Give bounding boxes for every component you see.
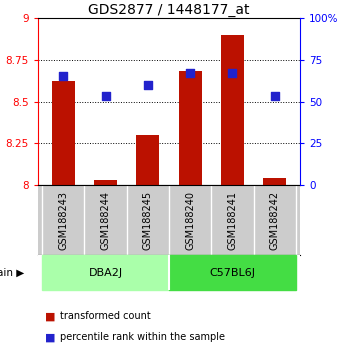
Text: GSM188245: GSM188245 [143,190,153,250]
Text: ■: ■ [45,311,55,321]
Bar [169,255,296,290]
Bar [52,81,75,185]
Text: ■: ■ [45,332,55,342]
Point [272,94,277,99]
Point [103,94,108,99]
Title: GDS2877 / 1448177_at: GDS2877 / 1448177_at [88,3,250,17]
Text: strain ▶: strain ▶ [0,268,24,278]
Point [229,70,235,76]
Point [61,74,66,79]
Text: GSM188244: GSM188244 [101,190,110,250]
Bar [94,180,117,185]
Bar [178,72,202,185]
Bar [221,35,244,185]
Bar [136,135,160,185]
Text: C57BL6J: C57BL6J [209,268,255,278]
Bar [263,178,286,185]
Text: transformed count: transformed count [60,311,151,321]
Text: GSM188241: GSM188241 [227,190,237,250]
Bar [42,255,169,290]
Point [145,82,151,88]
Text: GSM188243: GSM188243 [58,190,68,250]
Text: GSM188242: GSM188242 [270,190,280,250]
Point [188,70,193,76]
Text: percentile rank within the sample: percentile rank within the sample [60,332,225,342]
Text: DBA2J: DBA2J [89,268,123,278]
Text: GSM188240: GSM188240 [185,190,195,250]
